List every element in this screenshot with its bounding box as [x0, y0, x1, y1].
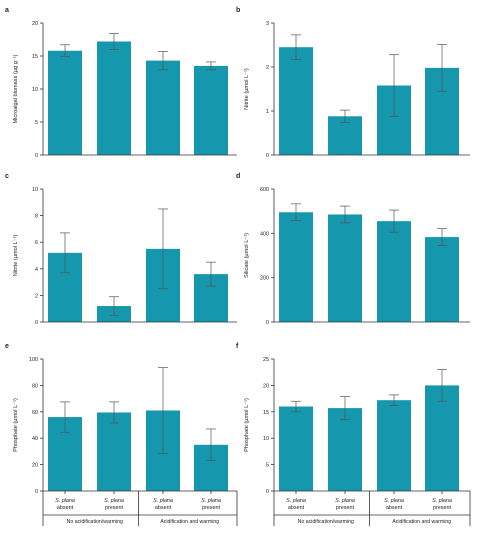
panel-c: c 0 2 4 6 8 10 Nitrite (µmol L⁻¹) [5, 173, 237, 326]
y-tick-label: 2 [35, 293, 38, 299]
y-tick-label: 20 [263, 383, 269, 389]
y-tick-label: 15 [32, 54, 38, 60]
bar [425, 385, 459, 491]
bar [279, 212, 313, 322]
bar [328, 408, 362, 491]
y-tick-label: 5 [35, 120, 38, 126]
y-tick-label: 200 [260, 276, 269, 282]
category-state: absent [57, 505, 74, 511]
bar [377, 221, 411, 322]
bar [328, 214, 362, 322]
panel-label: c [5, 173, 9, 180]
y-tick-label: 80 [32, 383, 38, 389]
y-axis-label: Phosphate (µmol L⁻¹) [244, 398, 250, 452]
panel-label: d [236, 173, 240, 180]
panel-label: b [236, 7, 240, 14]
y-tick-label: 4 [35, 267, 38, 273]
category-state: present [433, 505, 451, 511]
y-tick-label: 3 [266, 21, 269, 27]
bar [48, 50, 82, 155]
category-species: S. plana [201, 498, 221, 504]
category-species: S. plana [153, 498, 173, 504]
panel-b: b 0 1 2 3 Nitrite (µmol L⁻¹) [236, 7, 470, 159]
bar [97, 412, 131, 491]
y-tick-label: 0 [35, 153, 38, 159]
category-state: present [105, 505, 123, 511]
group-label: Acidification and warming [392, 519, 451, 525]
y-tick-label: 40 [32, 436, 38, 442]
bar [97, 41, 131, 156]
y-axis-label: Silicate (µmol L⁻¹) [244, 233, 250, 278]
y-tick-label: 25 [263, 357, 269, 363]
panel-label: e [5, 343, 9, 350]
y-tick-label: 20 [32, 463, 38, 469]
y-tick-label: 10 [32, 187, 38, 193]
bar [279, 406, 313, 491]
category-species: S. plana [432, 498, 452, 504]
y-tick-label: 6 [35, 240, 38, 246]
y-axis-label: Nitrite (µmol L⁻¹) [244, 68, 250, 110]
y-tick-label: 60 [32, 410, 38, 416]
group-label: Acidification and warming [160, 519, 219, 525]
panel-a: a 0 5 10 15 20 Microalgal biomass (µg g⁻¹) [5, 7, 237, 159]
panel-label: a [5, 7, 9, 14]
category-species: S. plana [55, 498, 75, 504]
y-tick-label: 20 [32, 21, 38, 27]
y-tick-label: 600 [260, 187, 269, 193]
y-tick-label: 400 [260, 231, 269, 237]
panel-f: f 0 5 10 15 20 25 Phosphate (µmol L⁻¹) [236, 343, 470, 495]
y-tick-label: 0 [266, 489, 269, 495]
category-state: present [336, 505, 354, 511]
panel-label: f [236, 343, 239, 350]
bar [425, 237, 459, 322]
y-tick-label: 10 [32, 87, 38, 93]
y-axis-label: Phosphate (µmol L⁻¹) [13, 398, 19, 452]
y-axis-label: Nitrite (µmol L⁻¹) [13, 235, 19, 277]
y-tick-label: 0 [266, 320, 269, 326]
category-species: S. plana [384, 498, 404, 504]
y-tick-label: 2 [266, 65, 269, 71]
panel-e: e 0 20 40 60 80 100 Phosphate (µmol L⁻¹) [5, 343, 237, 495]
y-tick-label: 10 [263, 436, 269, 442]
group-label: No acidification/warming [67, 519, 123, 525]
bar [146, 60, 180, 156]
bar [377, 400, 411, 491]
y-tick-label: 100 [29, 357, 38, 363]
y-tick-label: 5 [266, 463, 269, 469]
category-species: S. plana [286, 498, 306, 504]
y-tick-label: 1 [266, 109, 269, 115]
y-tick-label: 0 [35, 320, 38, 326]
category-state: absent [386, 505, 403, 511]
y-tick-label: 8 [35, 214, 38, 220]
category-state: absent [155, 505, 172, 511]
y-tick-label: 0 [35, 489, 38, 495]
bar [279, 47, 313, 156]
category-species: S. plana [335, 498, 355, 504]
bar [194, 65, 228, 155]
y-axis-label: Microalgal biomass (µg g⁻¹) [13, 54, 19, 123]
group-label: No acidification/warming [298, 519, 354, 525]
panel-d: d 0 200 400 600 Silicate (µmol L⁻¹) [236, 173, 470, 326]
category-species: S. plana [104, 498, 124, 504]
category-state: absent [288, 505, 305, 511]
y-tick-label: 15 [263, 410, 269, 416]
category-state: present [202, 505, 220, 511]
y-tick-label: 0 [266, 153, 269, 159]
